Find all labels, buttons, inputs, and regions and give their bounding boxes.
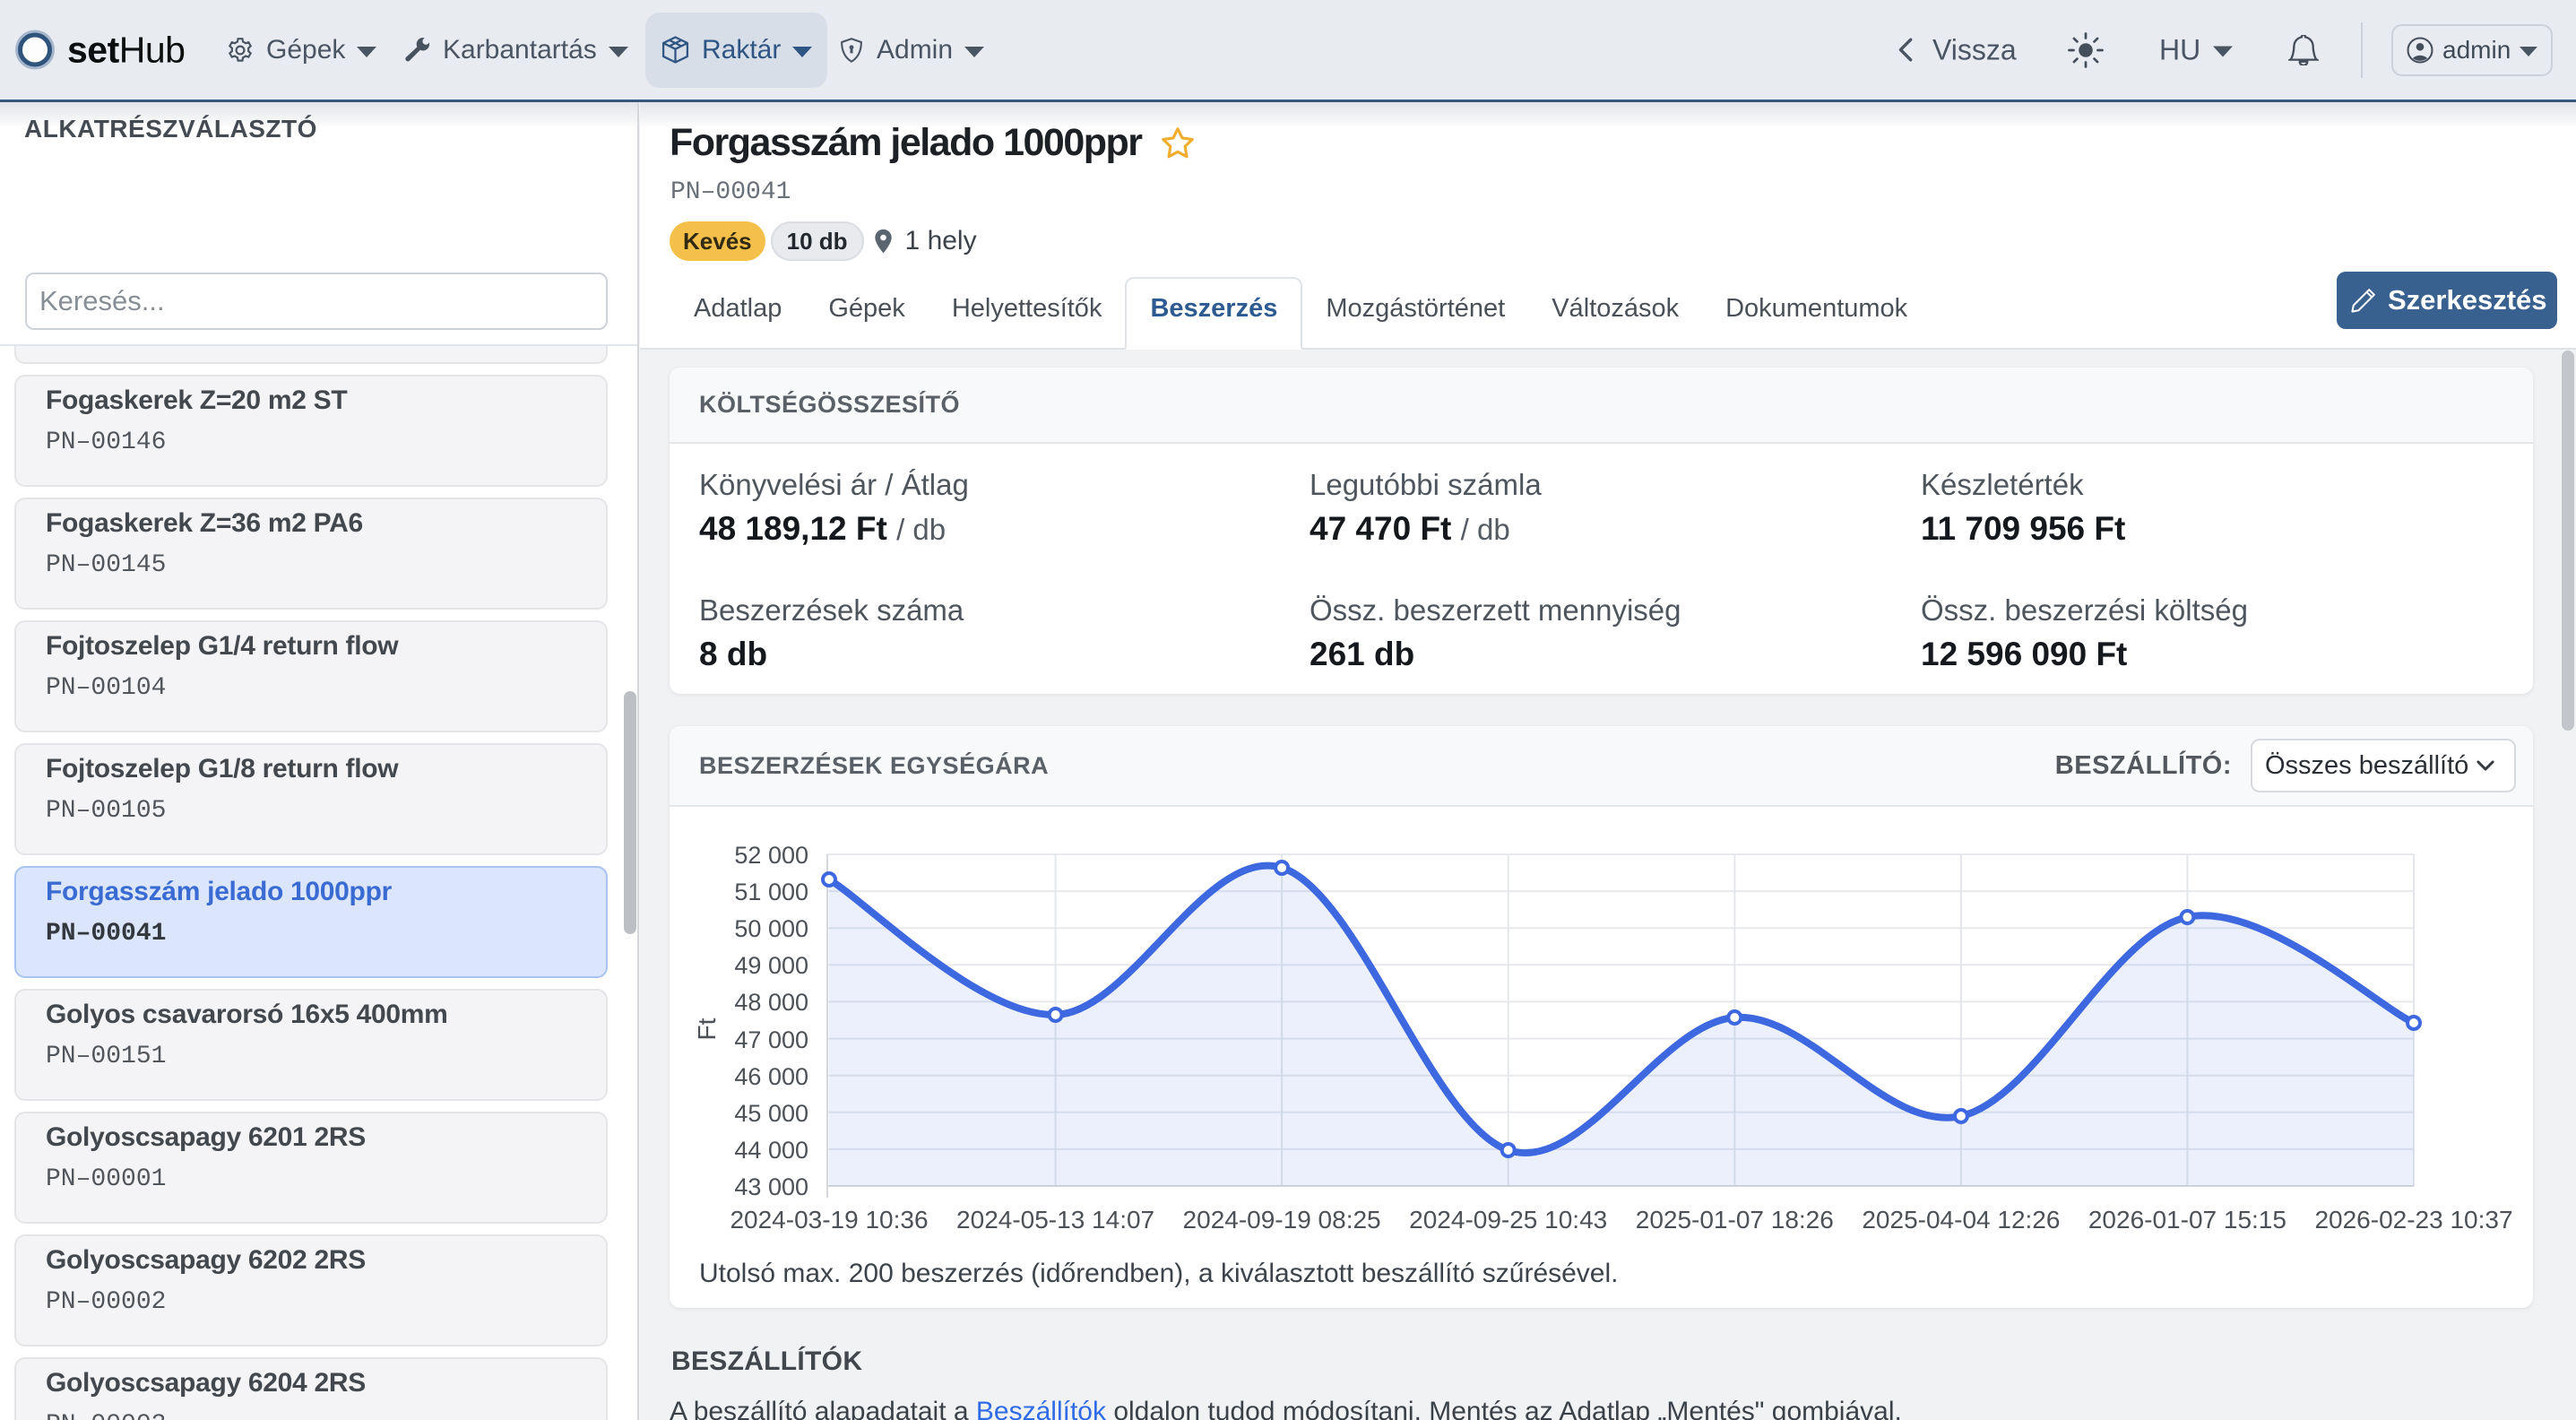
svg-text:49 000: 49 000: [734, 952, 808, 979]
svg-text:44 000: 44 000: [734, 1137, 808, 1164]
svg-text:2024-03-19 10:36: 2024-03-19 10:36: [730, 1206, 928, 1234]
svg-text:Ft: Ft: [693, 1017, 721, 1040]
svg-text:51 000: 51 000: [734, 879, 808, 905]
svg-text:2025-04-04 12:26: 2025-04-04 12:26: [1862, 1206, 2060, 1234]
svg-text:50 000: 50 000: [734, 915, 808, 942]
svg-text:47 000: 47 000: [734, 1026, 808, 1053]
svg-text:2024-09-19 08:25: 2024-09-19 08:25: [1183, 1206, 1381, 1234]
svg-text:2024-05-13 14:07: 2024-05-13 14:07: [956, 1206, 1154, 1234]
svg-text:2024-09-25 10:43: 2024-09-25 10:43: [1409, 1206, 1607, 1234]
svg-text:2026-02-23 10:37: 2026-02-23 10:37: [2314, 1206, 2512, 1234]
svg-text:45 000: 45 000: [734, 1100, 808, 1127]
svg-text:46 000: 46 000: [734, 1063, 808, 1090]
svg-text:2026-01-07 15:15: 2026-01-07 15:15: [2088, 1206, 2286, 1234]
svg-text:48 000: 48 000: [734, 989, 808, 1016]
svg-text:43 000: 43 000: [734, 1173, 808, 1200]
svg-text:2025-01-07 18:26: 2025-01-07 18:26: [1636, 1206, 1834, 1234]
svg-text:52 000: 52 000: [734, 842, 808, 869]
